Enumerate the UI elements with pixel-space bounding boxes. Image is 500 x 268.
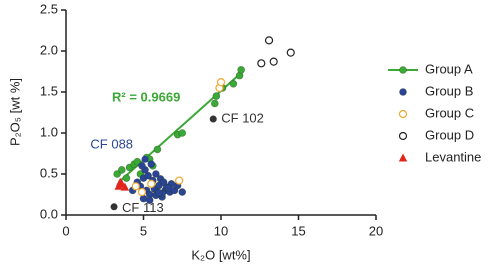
point	[118, 166, 126, 174]
x-tick-label: 10	[214, 223, 228, 238]
point	[145, 196, 154, 205]
point	[211, 99, 219, 108]
r2-annotation: R² = 0.9669	[112, 89, 180, 104]
legend-label: Group D	[425, 127, 474, 142]
x-tick-label: 5	[140, 223, 147, 238]
labeled-point	[141, 155, 149, 163]
point	[269, 57, 278, 66]
y-tick-label: 2.5	[40, 1, 58, 16]
point	[153, 145, 162, 154]
legend-label: Group C	[425, 105, 474, 120]
point	[122, 174, 131, 182]
point	[147, 179, 156, 188]
point	[120, 182, 130, 191]
legend-label: Group B	[425, 83, 473, 98]
point	[164, 184, 173, 192]
point	[155, 189, 163, 197]
point-label: CF 102	[221, 110, 264, 125]
point	[178, 129, 187, 137]
labeled-point	[110, 203, 118, 211]
point	[212, 92, 221, 100]
point	[229, 80, 238, 88]
legend-label: Group A	[425, 61, 473, 76]
point-label: CF 088	[90, 137, 133, 152]
y-tick-label: 0.0	[40, 206, 58, 221]
legend-marker	[398, 131, 408, 141]
point	[286, 48, 295, 57]
point	[152, 170, 160, 178]
legend-label: Levantine	[425, 149, 481, 164]
point	[178, 188, 187, 196]
point	[144, 171, 152, 180]
legend-marker	[399, 88, 407, 96]
point	[175, 176, 184, 185]
x-axis-title: K₂O [wt%]	[191, 247, 250, 262]
x-tick-label: 15	[291, 223, 305, 238]
point	[257, 59, 266, 68]
y-tick-label: 1.5	[40, 83, 58, 98]
y-tick-label: 1.0	[40, 124, 58, 139]
legend-marker	[399, 66, 407, 74]
y-tick-label: 2.0	[40, 42, 58, 57]
point	[216, 78, 226, 87]
point	[137, 187, 147, 197]
point	[264, 36, 274, 45]
point	[131, 182, 140, 191]
point	[147, 160, 156, 168]
point	[237, 66, 245, 74]
x-tick-label: 0	[62, 223, 69, 238]
point	[138, 162, 146, 170]
legend-marker	[398, 153, 408, 162]
y-axis-title: P₂O₅ [wt %]	[7, 78, 22, 146]
y-tick-label: 0.5	[40, 165, 58, 180]
x-tick-label: 20	[369, 223, 383, 238]
labeled-point	[209, 115, 217, 123]
point-label: CF 113	[122, 200, 164, 215]
legend-marker	[398, 109, 408, 119]
